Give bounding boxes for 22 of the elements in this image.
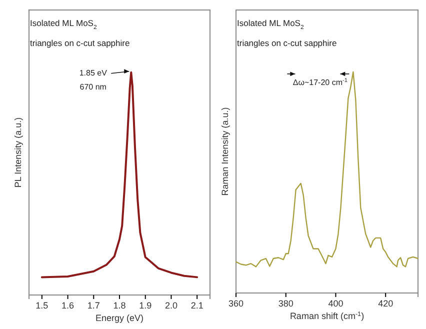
x-axis-title: Energy (eV)	[95, 313, 144, 323]
x-tick-label: 1.5	[36, 300, 48, 310]
x-tick-label: 2.0	[164, 300, 178, 310]
x-tick-label: 1.8	[113, 300, 126, 310]
x-axis-title: Raman shift (cm$^{-1}$)	[290, 310, 364, 321]
annotation: Δω~17-20 cm$^{-1}$	[292, 78, 348, 87]
x-tick-label: 360	[228, 298, 244, 308]
annotation: 1.85 eV	[79, 68, 108, 78]
chart-title: Isolated ML MoS$_{2}$	[30, 18, 97, 31]
annotation: 670 nm	[80, 82, 107, 92]
x-tick-label: 2.1	[190, 300, 204, 310]
chart-title: Isolated ML MoS$_{2}$	[237, 18, 304, 31]
x-tick-label: 420	[378, 298, 394, 308]
x-tick-label: 400	[328, 298, 344, 308]
x-tick-label: 380	[278, 298, 294, 308]
x-tick-label: 1.6	[62, 300, 74, 310]
x-tick-label: 1.9	[139, 300, 152, 310]
y-axis-title: PL Intensity (a.u.)	[13, 117, 23, 188]
chart-subtitle: triangles on c-cut sapphire	[30, 38, 130, 48]
y-axis-title: Raman Intensity (a.u.)	[220, 107, 230, 196]
x-tick-label: 1.7	[87, 300, 100, 310]
chart-subtitle: triangles on c-cut sapphire	[237, 38, 337, 48]
